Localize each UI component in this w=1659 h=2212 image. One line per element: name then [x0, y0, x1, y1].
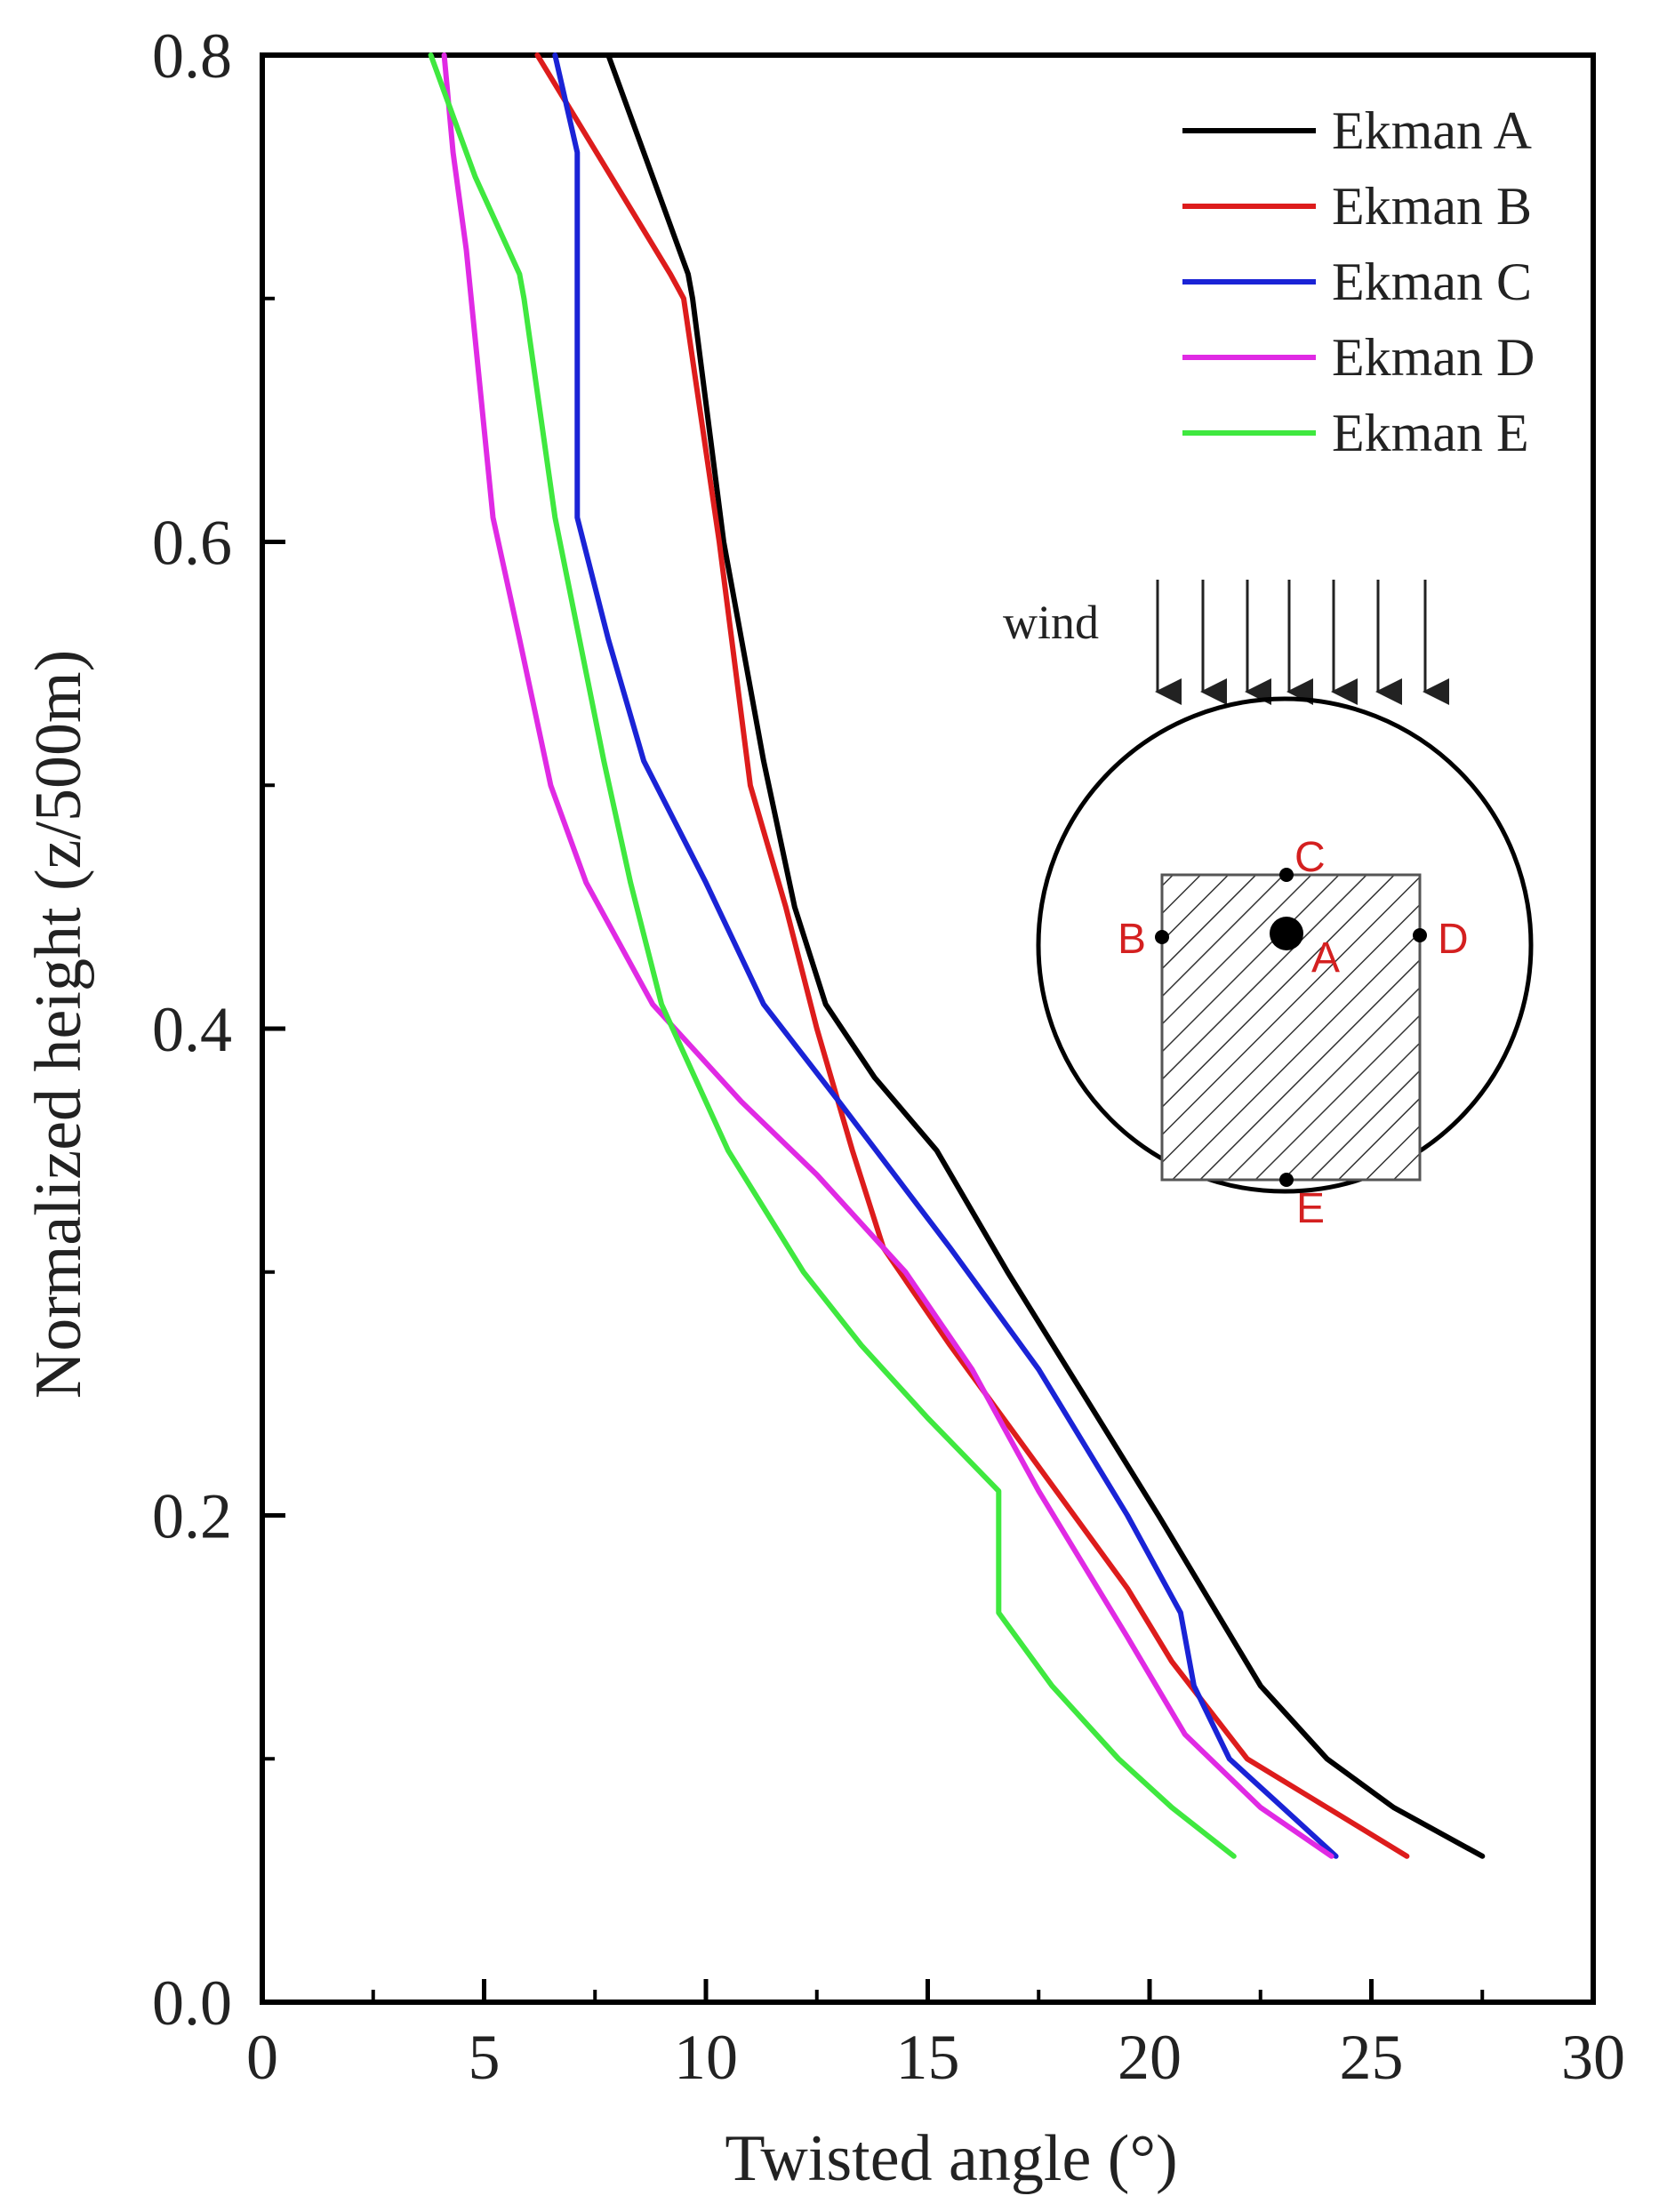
- probe-point-e: [1279, 1173, 1294, 1187]
- probe-point-a: [1270, 917, 1303, 950]
- y-axis-title: Normalized height (z/500m): [22, 650, 95, 1399]
- series-line-ekman-c: [552, 52, 1339, 1859]
- probe-label-b: B: [1118, 916, 1146, 963]
- probe-label-a: A: [1311, 934, 1340, 982]
- y-tick-label: 0.4: [152, 994, 232, 1065]
- probe-label-e: E: [1296, 1185, 1325, 1232]
- wind-label: wind: [1003, 596, 1099, 649]
- x-tick-label: 10: [674, 2022, 738, 2093]
- probe-point-c: [1279, 868, 1294, 882]
- series-lines: [428, 52, 1486, 1859]
- legend-label-ekman-b: Ekman B: [1332, 177, 1532, 236]
- series-line-ekman-d: [441, 52, 1334, 1859]
- legend-label-ekman-e: Ekman E: [1332, 404, 1529, 462]
- series-line-ekman-a: [605, 52, 1486, 1859]
- probe-point-d: [1413, 928, 1427, 942]
- y-tick-label: 0.0: [152, 1968, 232, 2039]
- probe-label-c: C: [1294, 834, 1326, 881]
- wind-arrows: [1155, 580, 1449, 705]
- x-tick-label: 0: [246, 2022, 278, 2093]
- x-tick-label: 15: [896, 2022, 960, 2093]
- x-tick-label: 25: [1340, 2022, 1404, 2093]
- probe-point-b: [1155, 930, 1169, 944]
- legend: Ekman A Ekman B Ekman C Ekman D Ekman E: [1182, 101, 1535, 462]
- x-tick-label: 30: [1561, 2022, 1625, 2093]
- legend-label-ekman-d: Ekman D: [1332, 328, 1535, 387]
- x-axis: 0 5 10 15 20 25 30: [246, 1979, 1625, 2093]
- series-line-ekman-e: [428, 52, 1237, 1859]
- probe-label-d: D: [1438, 916, 1469, 963]
- series-line-ekman-b: [534, 52, 1410, 1859]
- y-tick-label: 0.2: [152, 1481, 232, 1552]
- domain-circle: [1036, 696, 1534, 1194]
- x-tick-label: 20: [1118, 2022, 1182, 2093]
- x-axis-title: Twisted angle (°): [725, 2122, 1177, 2195]
- y-axis: 0.0 0.2 0.4 0.6 0.8: [152, 20, 285, 2039]
- inset-diagram: wind A B C D E: [1003, 580, 1534, 1232]
- legend-label-ekman-a: Ekman A: [1332, 101, 1532, 160]
- x-tick-label: 5: [469, 2022, 501, 2093]
- y-tick-label: 0.8: [152, 20, 232, 92]
- legend-label-ekman-c: Ekman C: [1332, 252, 1532, 311]
- y-tick-label: 0.6: [152, 508, 232, 579]
